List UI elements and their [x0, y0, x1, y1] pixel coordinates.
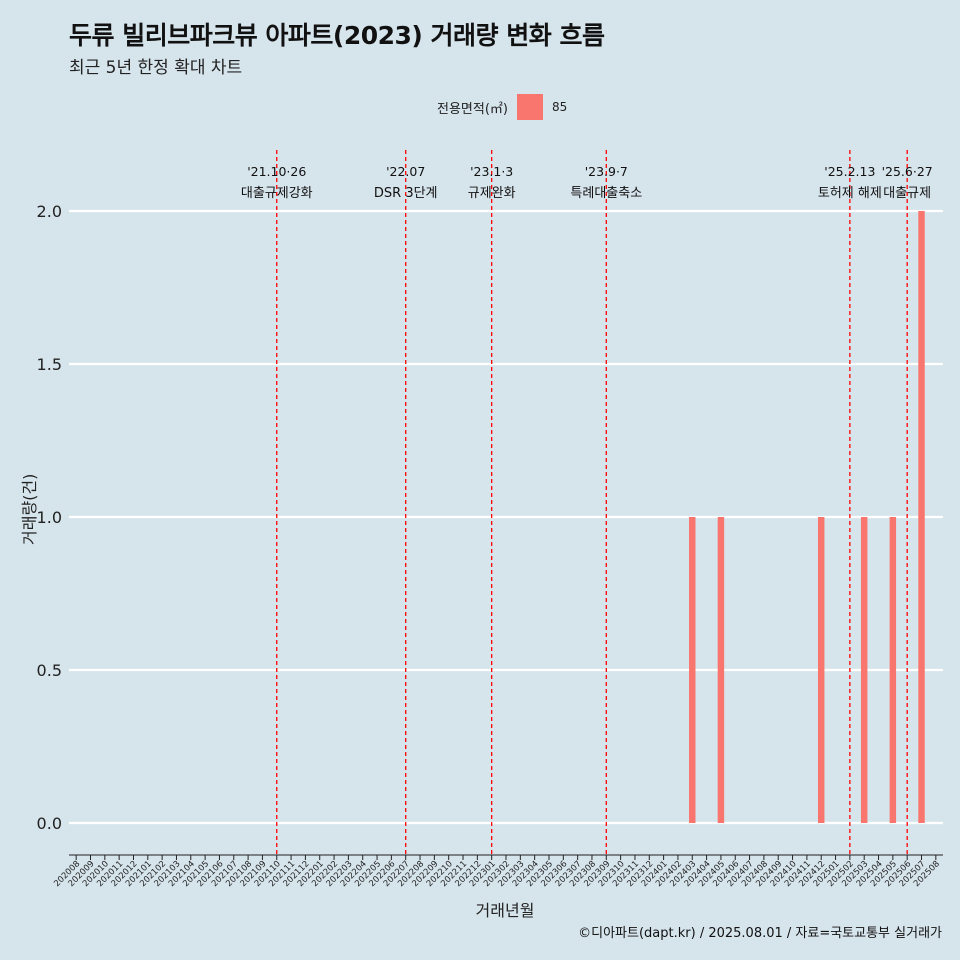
y-tick-label: 1.0 [37, 508, 62, 527]
legend-title: 전용면적(㎡) [437, 101, 508, 117]
legend-label-85: 85 [551, 100, 568, 114]
y-tick-label: 0.5 [37, 661, 62, 680]
bar-202507 [918, 211, 925, 823]
bar-202403 [689, 517, 696, 823]
chart-subtitle: 최근 5년 한정 확대 차트 [69, 58, 243, 78]
legend-key-85 [516, 94, 543, 120]
event-label: 대출규제강화 [241, 186, 313, 201]
event-label: DSR 3단계 [374, 186, 438, 201]
event-date: '25.6·27 [882, 164, 933, 179]
event-date: '22.07 [386, 164, 425, 179]
event-label: 규제완화 [468, 186, 516, 201]
event-label: 특례대출축소 [570, 186, 642, 201]
y-tick-label: 2.0 [37, 202, 62, 221]
bar-202412 [817, 517, 825, 823]
event-label: 토허제 해제 [818, 186, 882, 201]
x-axis-label: 거래년월 [475, 901, 535, 920]
event-date: '23.9·7 [585, 164, 628, 179]
bar-202505 [889, 517, 897, 823]
event-date: '23.1·3 [470, 164, 513, 179]
chart-title: 두류 빌리브파크뷰 아파트(2023) 거래량 변화 흐름 [69, 21, 605, 50]
event-label: 대출규제 [883, 186, 931, 201]
event-date: '25.2.13 [824, 164, 875, 179]
y-tick-label: 0.0 [37, 814, 62, 833]
y-axis-label: 거래량(건) [20, 473, 39, 545]
y-tick-label: 1.5 [37, 355, 62, 374]
event-date: '21.10·26 [247, 164, 306, 179]
source-caption: ©디아파트(dapt.kr) / 2025.08.01 / 자료=국토교통부 실… [578, 926, 942, 941]
bar-202503 [860, 517, 868, 823]
bar-202405 [717, 517, 725, 823]
legend: 전용면적(㎡) 85 [437, 94, 567, 120]
